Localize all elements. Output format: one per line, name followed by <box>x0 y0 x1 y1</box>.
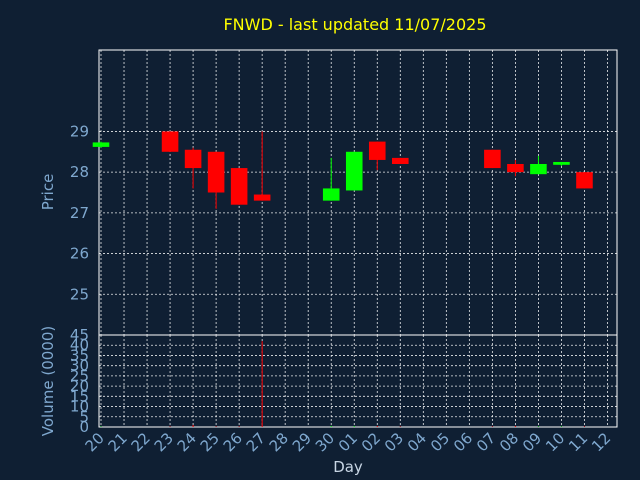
volume-tick-label: 45 <box>70 326 89 344</box>
x-tick-labels: 2021222324252627282930010203040506070809… <box>82 429 615 455</box>
candle-body <box>253 194 271 201</box>
volume-axis-label: Volume (0000) <box>39 326 57 436</box>
volume-tick-label: 20 <box>70 377 89 395</box>
candle-body <box>553 161 570 165</box>
candle-body <box>161 131 179 152</box>
candle-body <box>184 149 202 169</box>
volume-tick-label: 10 <box>70 398 89 416</box>
candle-body <box>507 164 524 173</box>
price-tick-label: 27 <box>70 204 89 222</box>
price-plot-frame <box>98 49 618 336</box>
volume-tick-label: 15 <box>70 387 89 405</box>
candle-body <box>576 172 593 189</box>
x-axis-label: Day <box>333 458 363 476</box>
volume-plot-frame <box>98 334 618 428</box>
candle-body <box>207 151 225 193</box>
candle-body <box>530 164 547 175</box>
price-grid <box>99 50 617 335</box>
candle-body <box>392 157 409 164</box>
candle-body <box>230 168 248 205</box>
price-tick-label: 29 <box>70 122 89 140</box>
volume-tick-label: 5 <box>79 408 89 426</box>
candle-body <box>322 188 340 201</box>
volume-tick-label: 35 <box>70 346 89 364</box>
price-axis-label: Price <box>39 174 57 211</box>
price-tick-labels: 25 26 27 28 29 <box>70 122 89 303</box>
candle-body <box>345 151 363 191</box>
candle-body <box>484 149 501 169</box>
volume-tick-label: 30 <box>70 357 89 375</box>
volume-tick-label: 0 <box>79 418 89 436</box>
candle-body <box>92 142 110 147</box>
candle-body <box>368 141 386 160</box>
price-tick-label: 25 <box>70 285 89 303</box>
volume-tick-label: 25 <box>70 367 89 385</box>
price-tick-label: 26 <box>70 245 89 263</box>
x-tick-label: 12 <box>588 429 614 455</box>
chart-title: FNWD - last updated 11/07/2025 <box>223 15 486 34</box>
volume-grid <box>99 334 617 428</box>
price-tick-label: 28 <box>70 163 89 181</box>
candles <box>92 131 593 209</box>
volume-bars <box>100 341 585 427</box>
volume-tick-label: 40 <box>70 336 89 354</box>
